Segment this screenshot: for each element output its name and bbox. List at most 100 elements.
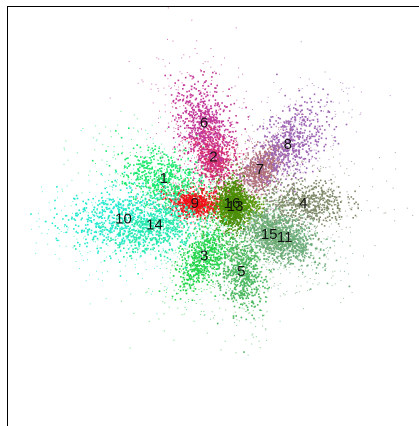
point (297, 218, 299, 220)
point (273, 151, 276, 154)
point (245, 148, 248, 150)
point (266, 199, 268, 201)
point (223, 152, 225, 154)
point (207, 240, 210, 242)
point (221, 165, 224, 167)
point (207, 250, 209, 253)
point (207, 160, 210, 163)
point (199, 132, 202, 135)
point (141, 79, 143, 81)
point (198, 156, 200, 158)
point (229, 258, 231, 260)
point (151, 166, 153, 169)
point (233, 305, 236, 308)
point (264, 287, 266, 289)
point (187, 273, 190, 275)
point (214, 181, 215, 183)
point (252, 294, 255, 297)
point (172, 162, 174, 164)
point (146, 160, 148, 162)
point (213, 157, 216, 160)
point (308, 201, 310, 204)
point (175, 269, 177, 271)
point (138, 160, 141, 162)
point (169, 62, 170, 64)
point (199, 91, 202, 94)
point (179, 150, 181, 152)
point (301, 206, 304, 209)
point (194, 271, 196, 273)
point (312, 212, 314, 214)
point (224, 251, 226, 253)
point (346, 215, 348, 217)
point (197, 108, 200, 111)
point (194, 157, 195, 159)
point (170, 178, 172, 180)
point (163, 313, 165, 315)
point (245, 277, 248, 280)
point (180, 245, 182, 247)
point (293, 182, 295, 184)
point (201, 111, 204, 114)
point (250, 282, 253, 285)
point (165, 194, 167, 196)
point (142, 190, 144, 193)
point (183, 54, 185, 56)
point (199, 260, 202, 263)
point (230, 232, 232, 234)
point (184, 282, 187, 285)
point (161, 190, 164, 192)
point (136, 144, 138, 146)
point (202, 74, 204, 76)
point (117, 173, 119, 175)
point (335, 219, 338, 221)
point (201, 241, 203, 243)
point (200, 161, 202, 163)
point (215, 119, 217, 121)
point (172, 217, 174, 219)
point (154, 145, 157, 147)
point (277, 183, 279, 185)
point (240, 153, 242, 155)
point (206, 146, 208, 148)
point (147, 192, 149, 195)
point (209, 142, 211, 144)
point (227, 276, 229, 278)
point (233, 258, 235, 261)
point (234, 237, 236, 240)
point (169, 74, 172, 77)
point (248, 301, 250, 302)
point (181, 184, 183, 186)
point (304, 201, 307, 204)
point (200, 184, 203, 187)
point (230, 271, 232, 274)
point (222, 137, 224, 140)
point (208, 136, 210, 139)
point (242, 154, 244, 156)
point (202, 261, 205, 263)
point (245, 273, 248, 275)
point (204, 255, 206, 258)
point (241, 255, 243, 257)
point (224, 257, 226, 259)
point (175, 292, 178, 295)
point (213, 125, 216, 127)
point (200, 114, 203, 116)
point (242, 289, 245, 291)
point (205, 258, 208, 260)
point (212, 94, 214, 97)
point (197, 90, 200, 92)
point (129, 151, 131, 153)
point (145, 129, 147, 131)
point (216, 235, 218, 237)
point (214, 119, 216, 121)
point (207, 274, 209, 276)
point (289, 128, 291, 130)
point (175, 164, 177, 166)
point (256, 240, 258, 242)
point (201, 265, 203, 267)
point (227, 95, 229, 97)
point (206, 263, 209, 265)
point (238, 270, 241, 273)
point (197, 154, 199, 156)
